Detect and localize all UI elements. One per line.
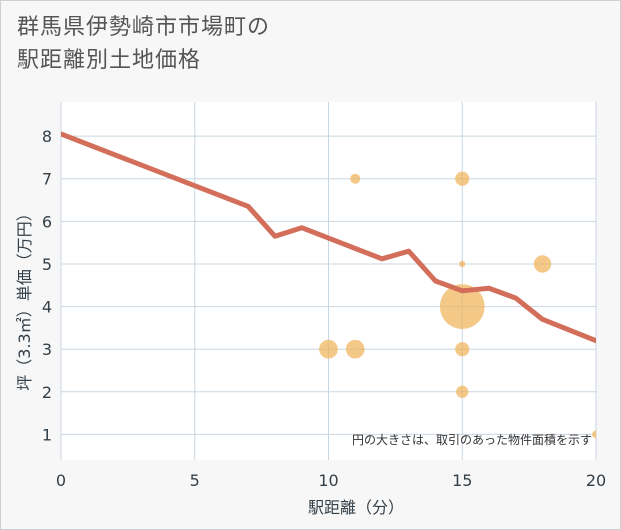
bubble-point [455,342,470,357]
bubble-point [439,284,485,329]
bubble-point [459,260,466,268]
chart-title: 群馬県伊勢崎市市場町の 駅距離別土地価格 [17,11,270,77]
bubble-size-note: 円の大きさは、取引のあった物件面積を示す [352,432,592,447]
x-axis-label: 駅距離（分） [308,498,404,517]
x-tick-label: 20 [586,471,606,490]
y-tick-label: 6 [42,212,52,231]
y-tick-label: 5 [42,255,52,274]
bubble-point [350,173,361,184]
y-tick-label: 4 [42,298,52,317]
bubble-point [456,385,469,398]
bubble-point [319,339,338,359]
bubble-point [345,339,365,359]
x-tick-label: 5 [190,471,200,490]
y-tick-labels: 1 2 3 4 5 6 7 8 [42,127,52,444]
y-tick-label: 3 [42,340,52,359]
y-axis-label: 坪（3.3㎡）単価（万円） [15,205,34,390]
x-tick-labels: 0 5 10 15 20 [56,471,606,490]
bubble-point [533,255,552,273]
y-tick-label: 2 [42,383,52,402]
chart-title-line-2: 駅距離別土地価格 [17,48,202,73]
x-tick-label: 0 [56,471,66,490]
y-tick-label: 7 [42,170,52,189]
chart-title-line-1: 群馬県伊勢崎市市場町の [17,15,271,40]
grid-lines [60,102,597,460]
y-tick-label: 8 [42,127,52,146]
bubble-point [592,430,596,439]
average-price-line [61,131,596,344]
bubble-point [455,171,470,186]
x-tick-label: 15 [452,471,472,490]
x-tick-label: 10 [318,471,338,490]
bubble-series [319,171,596,439]
y-tick-label: 1 [42,425,52,444]
line-series [61,131,596,344]
